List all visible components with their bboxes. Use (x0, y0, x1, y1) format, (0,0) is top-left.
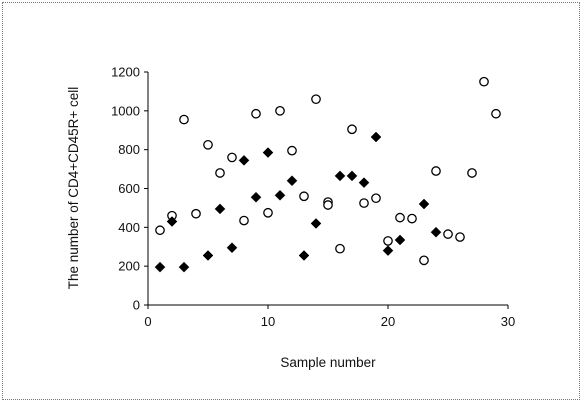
data-point-circle (455, 232, 465, 242)
y-tick-label: 600 (118, 181, 140, 196)
data-point-circle (287, 145, 297, 156)
data-point-diamond (178, 261, 190, 273)
data-point-circle (407, 213, 417, 224)
data-point-diamond (358, 177, 370, 189)
data-point-circle (359, 198, 369, 208)
data-point-circle (479, 76, 489, 87)
data-point-circle (191, 208, 201, 219)
data-point-diamond (166, 216, 178, 227)
data-point-circle (347, 124, 357, 135)
y-tick-label: 400 (118, 220, 140, 235)
data-point-circle (203, 139, 213, 150)
axes (147, 72, 508, 306)
y-axis-title: The number of CD4+CD45R+ cell (66, 87, 81, 290)
data-point-circle (227, 152, 237, 163)
data-point-circle (443, 229, 453, 239)
x-tick-label: 10 (261, 314, 275, 329)
data-point-diamond (370, 131, 382, 143)
data-point-circle (383, 236, 393, 246)
data-point-circle (371, 193, 381, 204)
x-tick-label: 30 (501, 314, 515, 329)
data-point-diamond (238, 154, 250, 166)
data-point-circle (491, 108, 501, 119)
data-point-circle (275, 105, 285, 116)
data-marks (154, 76, 501, 273)
data-point-circle (311, 94, 321, 105)
data-point-diamond (154, 261, 166, 273)
data-point-circle (239, 215, 249, 226)
scatter-chart: 0 200 400 600 800 1000 1200 0 10 20 30 The number… (66, 65, 515, 371)
data-point-diamond (334, 170, 346, 182)
y-tick-label: 200 (118, 259, 140, 274)
data-point-diamond (262, 147, 274, 158)
data-point-circle (335, 243, 345, 254)
y-ticks: 0 200 400 600 800 1000 1200 (111, 65, 148, 313)
data-point-diamond (310, 218, 322, 229)
chart-frame: 0 200 400 600 800 1000 1200 0 10 20 30 The number… (2, 2, 580, 400)
data-point-diamond (286, 175, 298, 187)
data-point-diamond (274, 189, 286, 201)
data-point-diamond (394, 234, 406, 246)
x-tick-label: 0 (144, 314, 151, 329)
y-tick-label: 0 (133, 298, 140, 313)
data-point-diamond (298, 250, 310, 261)
data-point-circle (251, 108, 261, 119)
data-point-circle (323, 200, 333, 210)
data-point-circle (215, 168, 225, 178)
data-point-circle (419, 255, 429, 266)
y-tick-label: 1000 (111, 103, 140, 118)
data-point-diamond (226, 242, 238, 254)
data-point-diamond (430, 226, 442, 238)
y-tick-label: 1200 (111, 65, 140, 80)
data-point-diamond (346, 170, 358, 182)
x-tick-label: 20 (381, 314, 395, 329)
data-point-circle (467, 168, 477, 178)
x-axis-title: Sample number (280, 355, 376, 370)
data-point-diamond (250, 191, 262, 203)
data-point-circle (179, 114, 189, 125)
data-point-circle (263, 207, 273, 218)
data-point-circle (299, 191, 309, 202)
data-point-diamond (214, 203, 226, 215)
data-point-diamond (202, 250, 214, 261)
x-ticks: 0 10 20 30 (144, 305, 515, 329)
data-point-circle (155, 225, 165, 236)
data-point-circle (431, 166, 441, 176)
data-point-circle (395, 212, 405, 223)
data-point-diamond (418, 198, 430, 210)
y-tick-label: 800 (118, 142, 140, 157)
data-point-diamond (382, 245, 394, 256)
